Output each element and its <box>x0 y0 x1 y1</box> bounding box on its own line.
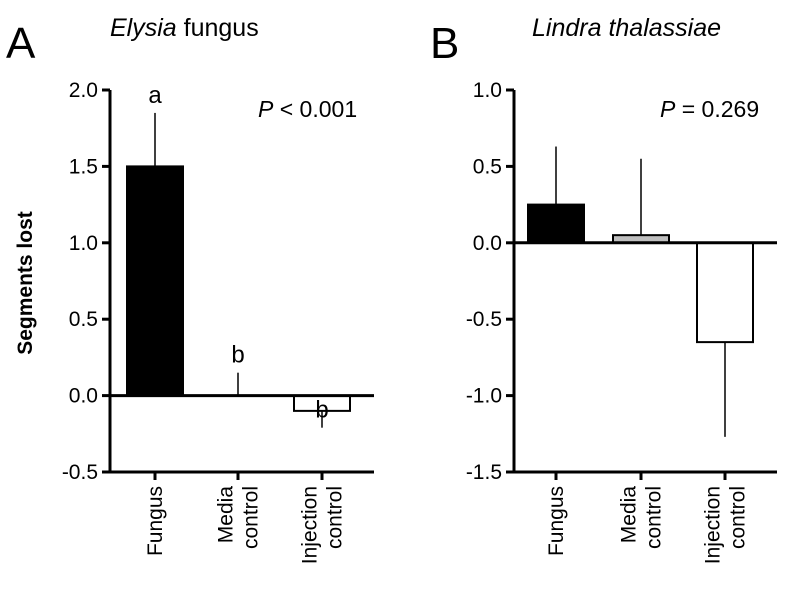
significance-letter: b <box>231 342 244 369</box>
y-tick-label: -0.5 <box>62 461 98 484</box>
x-category-label: control <box>240 486 263 549</box>
y-tick-label: 0.0 <box>473 232 502 255</box>
panel-letter: A <box>6 19 36 68</box>
x-category-label: Fungus <box>545 486 568 556</box>
panel-a: A Elysia fungus Segments lost P < 0.001 … <box>6 14 374 564</box>
y-tick-label: 1.0 <box>473 79 502 102</box>
y-tick-label: 1.0 <box>69 232 98 255</box>
p-value: P < 0.001 <box>258 96 357 122</box>
title-rest: fungus <box>177 14 259 42</box>
bar <box>126 165 184 397</box>
x-category-label: Media <box>618 486 641 544</box>
y-tick-label: 1.5 <box>69 155 98 178</box>
chart-title: Lindra thalassiae <box>532 14 721 42</box>
x-category-label: Media <box>215 486 238 544</box>
chart-title: Elysia fungus <box>110 14 259 42</box>
significance-letter: b <box>315 397 328 424</box>
x-category-label: Injection <box>299 486 322 564</box>
panel-b: B Lindra thalassiae P = 0.269 -1.5 -1.0 -0… <box>430 14 777 564</box>
y-tick-label: -1.0 <box>466 385 502 408</box>
p-text: < 0.001 <box>273 96 357 122</box>
x-category-label: Fungus <box>144 486 167 556</box>
bar <box>696 241 754 344</box>
p-italic: P <box>660 96 676 122</box>
panel-letter: B <box>430 19 459 68</box>
x-category-label: Injection <box>702 486 725 564</box>
p-text: = 0.269 <box>675 96 759 122</box>
x-category-label: control <box>643 486 666 549</box>
y-tick-label: -0.5 <box>466 308 502 331</box>
p-value: P = 0.269 <box>660 96 759 122</box>
y-axis-label: Segments lost <box>14 211 37 355</box>
significance-letter: a <box>148 82 162 109</box>
x-category-label: control <box>727 486 750 549</box>
title-italic: Lindra thalassiae <box>532 14 721 42</box>
y-tick-label: 0.5 <box>473 155 502 178</box>
y-tick-label: 0.0 <box>69 385 98 408</box>
p-italic: P <box>258 96 274 122</box>
y-tick-label: 0.5 <box>69 308 98 331</box>
bar <box>527 203 585 244</box>
x-category-label: control <box>324 486 347 549</box>
y-tick-label: -1.5 <box>466 461 502 484</box>
title-italic: Elysia <box>110 14 177 42</box>
y-tick-label: 2.0 <box>69 79 98 102</box>
